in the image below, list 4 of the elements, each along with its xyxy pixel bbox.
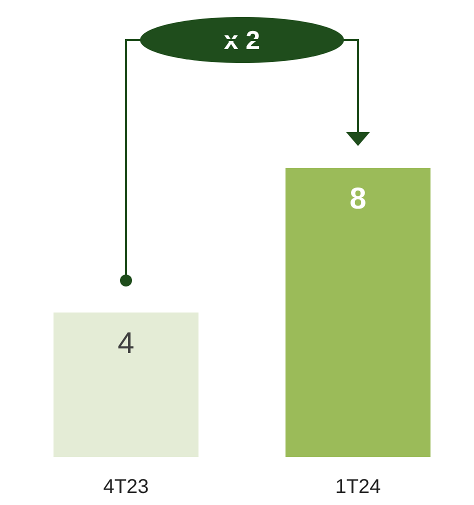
data-label: 8 [350, 182, 366, 216]
x-tick-label: 1T24 [335, 476, 381, 498]
x-tick-label: 4T23 [103, 476, 149, 498]
data-label: 4 [118, 327, 134, 360]
